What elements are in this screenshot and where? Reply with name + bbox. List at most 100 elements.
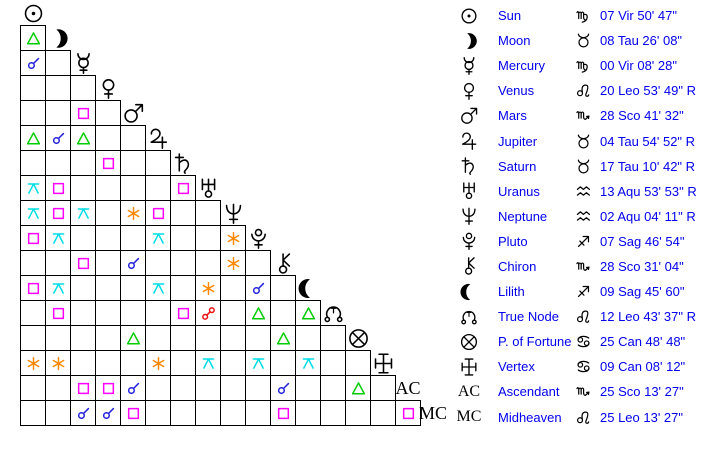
vir-icon: [576, 61, 588, 73]
aspect-cell-true-node-mercury: [70, 300, 96, 326]
aspect-cell-mc-saturn: [170, 400, 196, 426]
position-value: 17 Tau 10' 42" R: [600, 158, 696, 174]
aspect-cell-true-node-sun: [20, 300, 46, 326]
aspect-cell-true-node-uranus: [195, 300, 221, 326]
position-value: 09 Sag 45' 60": [600, 284, 685, 300]
aspect-cell-ac-neptune: [220, 375, 246, 401]
aspect-cell-chiron-pluto: [245, 250, 271, 276]
aspect-cell-uranus-sun: [20, 175, 46, 201]
aspect-cell-pluto-mercury: [70, 225, 96, 251]
lilith-glyph: [452, 283, 486, 301]
sun-glyph: [452, 7, 486, 25]
tau-icon: [577, 33, 590, 48]
aspect-cell-vertex-sun: [20, 350, 46, 376]
vertex-glyph: [452, 358, 486, 376]
vir-sign-icon: [576, 58, 600, 73]
sextile-icon: [227, 256, 239, 270]
positions-legend: Sun 07 Vir 50' 47" Moon 08 Tau 26' 08" Mercu…: [452, 3, 697, 430]
square-icon: [102, 382, 114, 394]
lilith-icon: [460, 283, 471, 300]
aspect-cell-chiron-mercury: [70, 250, 96, 276]
conjunction-icon: [27, 57, 39, 69]
fortune-icon: [460, 333, 478, 350]
aspect-cell-fortune-venus: [95, 325, 121, 351]
fortune-icon: [348, 328, 368, 348]
ac-label: AC: [395, 378, 421, 398]
aspect-cell-vertex-uranus: [195, 350, 221, 376]
aspect-cell-vertex-venus: [95, 350, 121, 376]
aspect-cell-jupiter-moon: [45, 125, 71, 151]
planet-name: Chiron: [498, 258, 537, 274]
aspect-cell-true-node-saturn: [170, 300, 196, 326]
planet-name: Mars: [498, 108, 527, 124]
aspect-cell-ac-saturn: [170, 375, 196, 401]
aspect-cell-uranus-mars: [120, 175, 146, 201]
sco-sign-icon: [576, 259, 600, 274]
square-icon: [52, 182, 64, 194]
aspect-cell-mc-sun: [20, 400, 46, 426]
aspect-cell-neptune-venus: [95, 200, 121, 226]
aspect-cell-uranus-mercury: [70, 175, 96, 201]
aspect-cell-true-node-neptune: [220, 300, 246, 326]
sco-icon: [576, 111, 590, 121]
conjunction-icon: [127, 382, 139, 394]
position-value: 28 Sco 31' 04": [600, 258, 684, 274]
aspect-cell-uranus-venus: [95, 175, 121, 201]
position-value: 28 Sco 41' 32": [600, 108, 684, 124]
aspect-cell-mc-neptune: [220, 400, 246, 426]
mercury-icon: [463, 56, 475, 75]
sun-glyph: [20, 0, 46, 26]
legend-row-fortune: P. of Fortune 25 Can 48' 48": [452, 329, 697, 354]
aspect-cell-lilith-uranus: [195, 275, 221, 301]
legend-row-uranus: Uranus 13 Aqu 53' 53" R: [452, 179, 697, 204]
pluto-icon: [250, 228, 266, 249]
aspect-cell-ac-lilith: [295, 375, 321, 401]
aqu-sign-icon: [576, 184, 600, 199]
planet-name: Pluto: [498, 233, 528, 249]
square-icon: [102, 157, 114, 169]
aspect-cell-moon-sun: [20, 25, 46, 51]
planet-name: Jupiter: [498, 133, 538, 149]
aspect-cell-pluto-mars: [120, 225, 146, 251]
ac-glyph: AC: [395, 375, 421, 401]
planet-name: Sun: [498, 8, 522, 24]
legend-row-pluto: Pluto 07 Sag 46' 54": [452, 229, 697, 254]
planet-name: Neptune: [498, 208, 548, 224]
position-value: 25 Sco 13' 27": [600, 384, 684, 400]
aspect-cell-vertex-chiron: [270, 350, 296, 376]
can-icon: [577, 361, 590, 373]
vir-sign-icon: [576, 8, 600, 23]
aspect-grid: AC MC: [20, 0, 448, 426]
legend-row-chiron: Chiron 28 Sco 31' 04": [452, 254, 697, 279]
aspect-cell-chiron-venus: [95, 250, 121, 276]
square-icon: [27, 282, 39, 294]
neptune-glyph: [220, 200, 246, 226]
mars-icon: [461, 107, 478, 124]
legend-row-lilith: Lilith 09 Sag 45' 60": [452, 279, 697, 304]
position-value: 13 Aqu 53' 53" R: [600, 183, 697, 199]
planet-name: Midheaven: [498, 409, 562, 425]
chiron-icon: [464, 257, 475, 276]
aspect-cell-mc-ac: [395, 400, 421, 426]
square-icon: [27, 232, 39, 244]
leo-icon: [576, 84, 590, 98]
mercury-icon: [76, 52, 90, 74]
trine-icon: [351, 381, 365, 395]
aspect-cell-saturn-jupiter: [145, 150, 171, 176]
position-value: 20 Leo 53' 49" R: [600, 83, 697, 99]
jupiter-glyph: [452, 132, 486, 150]
aspect-cell-fortune-neptune: [220, 325, 246, 351]
true-node-icon: [461, 310, 477, 325]
position-value: 12 Leo 43' 37" R: [600, 309, 697, 325]
venus-glyph: [95, 75, 121, 101]
quincunx-icon: [152, 282, 164, 294]
aspect-cell-mc-pluto: [245, 400, 271, 426]
chiron-icon: [278, 252, 290, 274]
position-value: 25 Can 48' 48": [600, 334, 686, 350]
tau-sign-icon: [576, 33, 600, 48]
mc-label: MC: [419, 403, 448, 423]
sag-icon: [577, 235, 590, 247]
aspect-cell-saturn-mars: [120, 150, 146, 176]
moon-glyph: [452, 32, 486, 50]
aspect-cell-lilith-mars: [120, 275, 146, 301]
